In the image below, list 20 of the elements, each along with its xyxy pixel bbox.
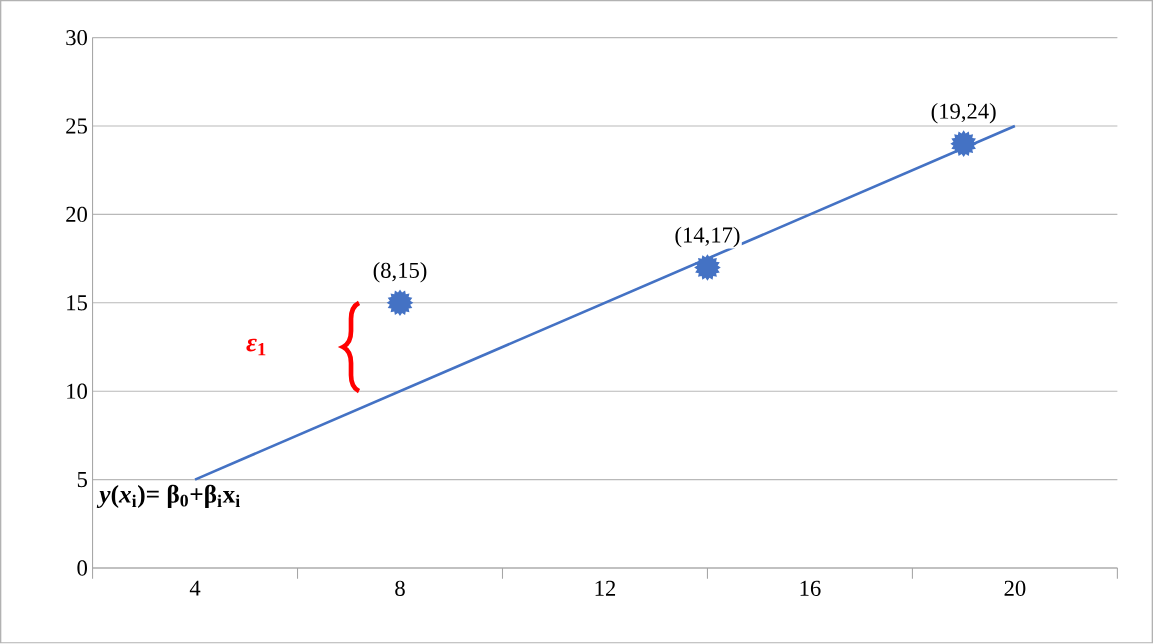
y-tick-label: 15 — [67, 295, 87, 311]
x-tick-label: 16 — [800, 580, 821, 597]
y-tick-label: 20 — [66, 206, 87, 223]
x-tick-label: 8 — [395, 580, 405, 597]
annotation: (8,15) — [373, 262, 427, 283]
y-tick-label: 10 — [67, 383, 87, 400]
annotation: ε$_{1}$ — [246, 338, 266, 356]
y-tick-label: 25 — [66, 118, 87, 134]
point — [694, 254, 721, 281]
y-tick-label: 5 — [77, 472, 87, 488]
point — [386, 289, 414, 317]
x-tick-label: 12 — [595, 580, 616, 596]
x-tick-label: 4 — [189, 580, 201, 596]
x-tick-label: 20 — [1004, 580, 1026, 597]
annotation: (19,24) — [931, 103, 996, 124]
point — [950, 130, 977, 158]
annotation: (14,17) — [675, 226, 740, 248]
y-tick-label: 30 — [66, 30, 87, 46]
y-tick-label: 0 — [77, 560, 87, 576]
text: y(x$_{i}$)= β$_{0}$+β$_{i}$x$_{i}$ — [96, 484, 240, 509]
